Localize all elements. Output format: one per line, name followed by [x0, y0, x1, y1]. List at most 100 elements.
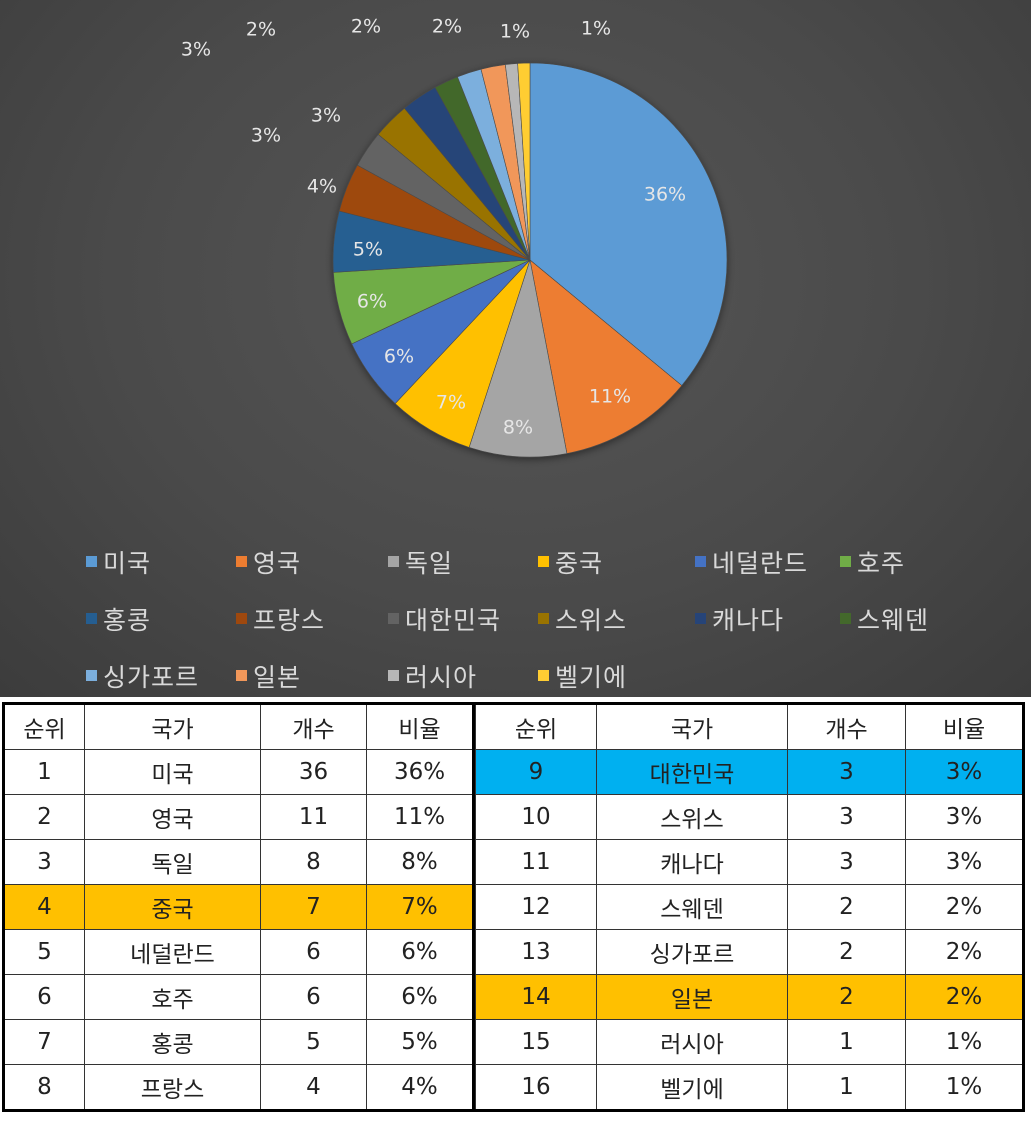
- cell-ratio[interactable]: 6%: [366, 929, 474, 975]
- pie-data-labels: 36% 11% 8% 7% 6% 6% 5% 4% 3% 3% 3% 2% 2% 2% 1% 1%: [181, 16, 686, 439]
- cell-rank[interactable]: 3: [3, 839, 85, 885]
- cell-ratio[interactable]: 1%: [905, 1019, 1024, 1065]
- cell-count[interactable]: 4: [260, 1064, 367, 1111]
- legend-swatch-icon: [236, 613, 247, 624]
- cell-country[interactable]: 홍콩: [84, 1019, 261, 1065]
- cell-rank[interactable]: 7: [3, 1019, 85, 1065]
- cell-rank[interactable]: 6: [3, 974, 85, 1020]
- cell-rank[interactable]: 13: [475, 929, 597, 975]
- cell-count[interactable]: 2: [787, 929, 906, 975]
- data-label: 2%: [351, 16, 381, 38]
- cell-country[interactable]: 캐나다: [596, 839, 788, 885]
- cell-country[interactable]: 호주: [84, 974, 261, 1020]
- legend-label: 캐나다: [712, 605, 785, 635]
- cell-count[interactable]: 3: [787, 749, 906, 795]
- cell-count[interactable]: 2: [787, 974, 906, 1020]
- cell-count[interactable]: 36: [260, 749, 367, 795]
- cell-country[interactable]: 스위스: [596, 794, 788, 840]
- cell-count[interactable]: 5: [260, 1019, 367, 1065]
- cell-country[interactable]: 벨기에: [596, 1064, 788, 1111]
- cell-rank[interactable]: 15: [475, 1019, 597, 1065]
- legend-label: 싱가포르: [103, 662, 200, 692]
- cell-ratio[interactable]: 7%: [366, 884, 474, 930]
- cell-rank[interactable]: 9: [475, 749, 597, 795]
- cell-ratio[interactable]: 11%: [366, 794, 474, 840]
- pie-slices: [332, 62, 728, 458]
- legend-label: 영국: [253, 548, 302, 578]
- cell-rank[interactable]: 4: [3, 884, 85, 930]
- cell-ratio[interactable]: 6%: [366, 974, 474, 1020]
- cell-ratio[interactable]: 1%: [905, 1064, 1024, 1111]
- legend-swatch-icon: [695, 613, 706, 624]
- legend-item[interactable]: 러시아: [388, 658, 538, 694]
- cell-count[interactable]: 6: [260, 929, 367, 975]
- cell-ratio[interactable]: 3%: [905, 839, 1024, 885]
- cell-rank[interactable]: 2: [3, 794, 85, 840]
- legend-item[interactable]: 중국: [538, 544, 695, 580]
- pie-slice[interactable]: [468, 259, 568, 458]
- column-header: 국가: [84, 703, 261, 750]
- cell-count[interactable]: 2: [787, 884, 906, 930]
- legend-item[interactable]: 호주: [840, 544, 940, 580]
- cell-country[interactable]: 스웨덴: [596, 884, 788, 930]
- legend-item[interactable]: 스위스: [538, 601, 695, 637]
- cell-country[interactable]: 일본: [596, 974, 788, 1020]
- cell-count[interactable]: 8: [260, 839, 367, 885]
- legend-swatch-icon: [236, 670, 247, 681]
- legend-item[interactable]: 미국: [86, 544, 236, 580]
- cell-rank[interactable]: 11: [475, 839, 597, 885]
- legend-item[interactable]: 스웨덴: [840, 601, 940, 637]
- cell-rank[interactable]: 10: [475, 794, 597, 840]
- cell-count[interactable]: 3: [787, 794, 906, 840]
- data-label: 5%: [353, 239, 383, 261]
- legend-item[interactable]: 영국: [236, 544, 388, 580]
- cell-count[interactable]: 3: [787, 839, 906, 885]
- cell-rank[interactable]: 14: [475, 974, 597, 1020]
- cell-count[interactable]: 1: [787, 1064, 906, 1111]
- cell-ratio[interactable]: 2%: [905, 884, 1024, 930]
- cell-count[interactable]: 1: [787, 1019, 906, 1065]
- cell-count[interactable]: 7: [260, 884, 367, 930]
- cell-count[interactable]: 6: [260, 974, 367, 1020]
- legend-item[interactable]: 네덜란드: [695, 544, 840, 580]
- cell-country[interactable]: 영국: [84, 794, 261, 840]
- legend-label: 일본: [253, 662, 302, 692]
- legend-swatch-icon: [86, 556, 97, 567]
- cell-ratio[interactable]: 3%: [905, 749, 1024, 795]
- cell-count[interactable]: 11: [260, 794, 367, 840]
- cell-country[interactable]: 네덜란드: [84, 929, 261, 975]
- cell-country[interactable]: 독일: [84, 839, 261, 885]
- cell-rank[interactable]: 16: [475, 1064, 597, 1111]
- cell-country[interactable]: 대한민국: [596, 749, 788, 795]
- cell-ratio[interactable]: 36%: [366, 749, 474, 795]
- legend-item[interactable]: 홍콩: [86, 601, 236, 637]
- legend-item[interactable]: 벨기에: [538, 658, 695, 694]
- legend-item[interactable]: 싱가포르: [86, 658, 236, 694]
- legend-label: 네덜란드: [712, 548, 809, 578]
- cell-ratio[interactable]: 8%: [366, 839, 474, 885]
- cell-country[interactable]: 중국: [84, 884, 261, 930]
- legend-item[interactable]: 독일: [388, 544, 538, 580]
- cell-rank[interactable]: 5: [3, 929, 85, 975]
- cell-ratio[interactable]: 5%: [366, 1019, 474, 1065]
- pie-slice[interactable]: [529, 62, 728, 386]
- legend-item[interactable]: 캐나다: [695, 601, 840, 637]
- legend-item[interactable]: 프랑스: [236, 601, 388, 637]
- pie-slice[interactable]: [517, 62, 531, 261]
- cell-country[interactable]: 러시아: [596, 1019, 788, 1065]
- legend-item[interactable]: 대한민국: [388, 601, 538, 637]
- cell-country[interactable]: 싱가포르: [596, 929, 788, 975]
- cell-rank[interactable]: 8: [3, 1064, 85, 1111]
- cell-ratio[interactable]: 2%: [905, 974, 1024, 1020]
- cell-country[interactable]: 미국: [84, 749, 261, 795]
- cell-ratio[interactable]: 2%: [905, 929, 1024, 975]
- ranking-tables: 순위 국가 개수 비율 1 미국 36 36% 2 영국 11 11% 3 독일 8 8% 4 중국 7 7% 5 네덜란…: [2, 702, 1025, 1112]
- legend-swatch-icon: [840, 556, 851, 567]
- pie-slice[interactable]: [529, 259, 683, 454]
- cell-rank[interactable]: 1: [3, 749, 85, 795]
- cell-country[interactable]: 프랑스: [84, 1064, 261, 1111]
- cell-rank[interactable]: 12: [475, 884, 597, 930]
- legend-item[interactable]: 일본: [236, 658, 388, 694]
- cell-ratio[interactable]: 4%: [366, 1064, 474, 1111]
- cell-ratio[interactable]: 3%: [905, 794, 1024, 840]
